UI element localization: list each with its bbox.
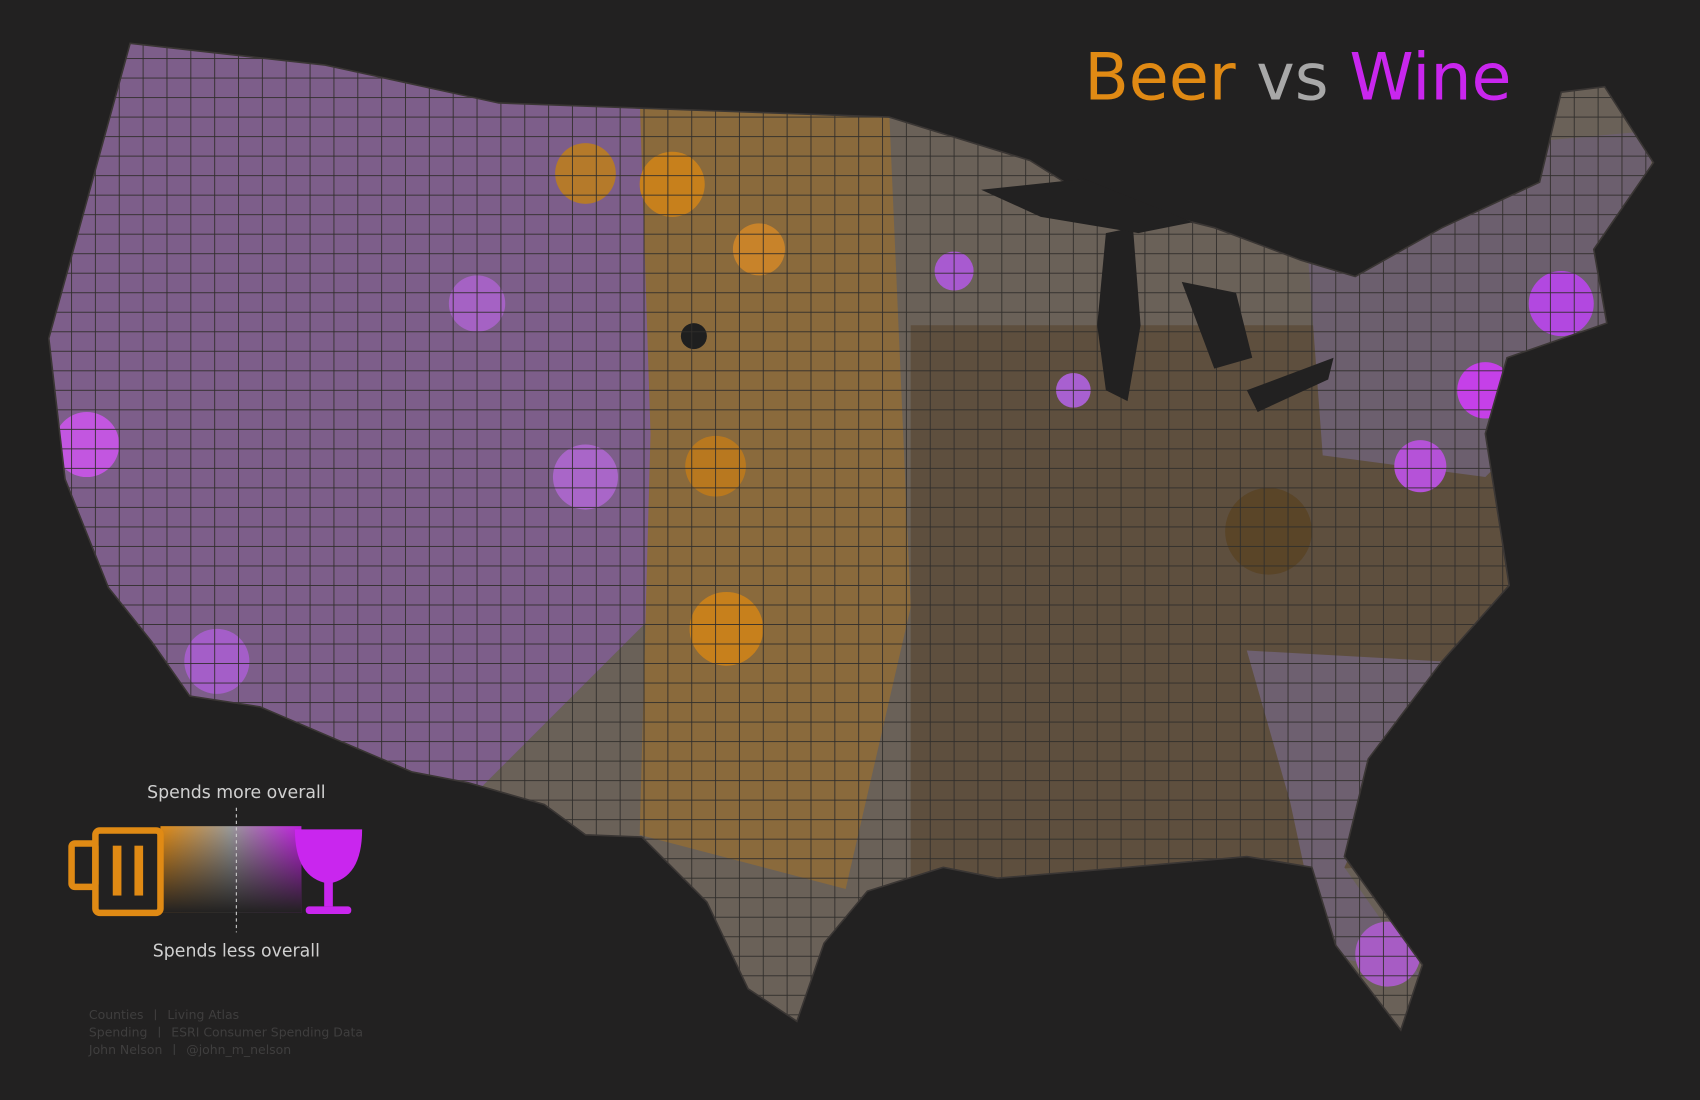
legend-top-label: Spends more overall	[147, 783, 325, 803]
credit-source: ESRI Consumer Spending Data	[171, 1024, 363, 1039]
title-vs: vs	[1256, 41, 1328, 116]
credits: Counties Living Atlas Spending ESRI Consume…	[88, 1007, 363, 1057]
lake	[1181, 281, 1253, 369]
title: Beer vs Wine	[1084, 41, 1511, 116]
credit-label: Counties	[89, 1007, 144, 1022]
credit-label: Spending	[89, 1024, 148, 1039]
credit-source: Living Atlas	[167, 1007, 239, 1022]
lake	[1097, 227, 1141, 402]
legend: Spends more overall Spends less overall	[68, 783, 363, 961]
lake	[981, 178, 1193, 234]
credit-label: John Nelson	[88, 1042, 162, 1057]
credit-source: @john_m_nelson	[186, 1042, 291, 1057]
legend-bottom-label: Spends less overall	[153, 941, 320, 961]
lake	[1246, 357, 1334, 412]
title-wine: Wine	[1349, 41, 1511, 116]
title-beer: Beer	[1084, 41, 1236, 116]
